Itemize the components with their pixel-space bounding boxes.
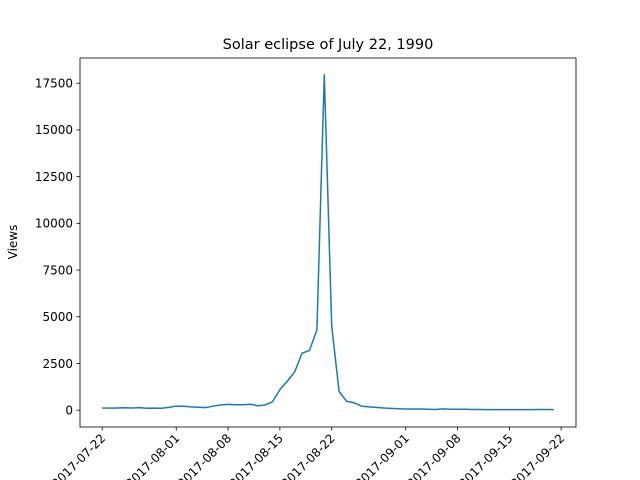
y-tick-label: 7500 bbox=[42, 263, 73, 277]
y-tick-label: 10000 bbox=[35, 217, 73, 231]
y-tick-label: 17500 bbox=[35, 77, 73, 91]
y-tick-label: 12500 bbox=[35, 170, 73, 184]
y-tick-label: 2500 bbox=[42, 357, 73, 371]
y-axis-label: Views bbox=[6, 225, 20, 260]
chart-title: Solar eclipse of July 22, 1990 bbox=[223, 37, 434, 53]
series-line-0 bbox=[102, 74, 554, 411]
y-tick-label: 0 bbox=[65, 403, 73, 417]
axes-frame bbox=[79, 57, 577, 428]
y-tick-label: 5000 bbox=[42, 310, 73, 324]
y-tick-label: 15000 bbox=[35, 123, 73, 137]
